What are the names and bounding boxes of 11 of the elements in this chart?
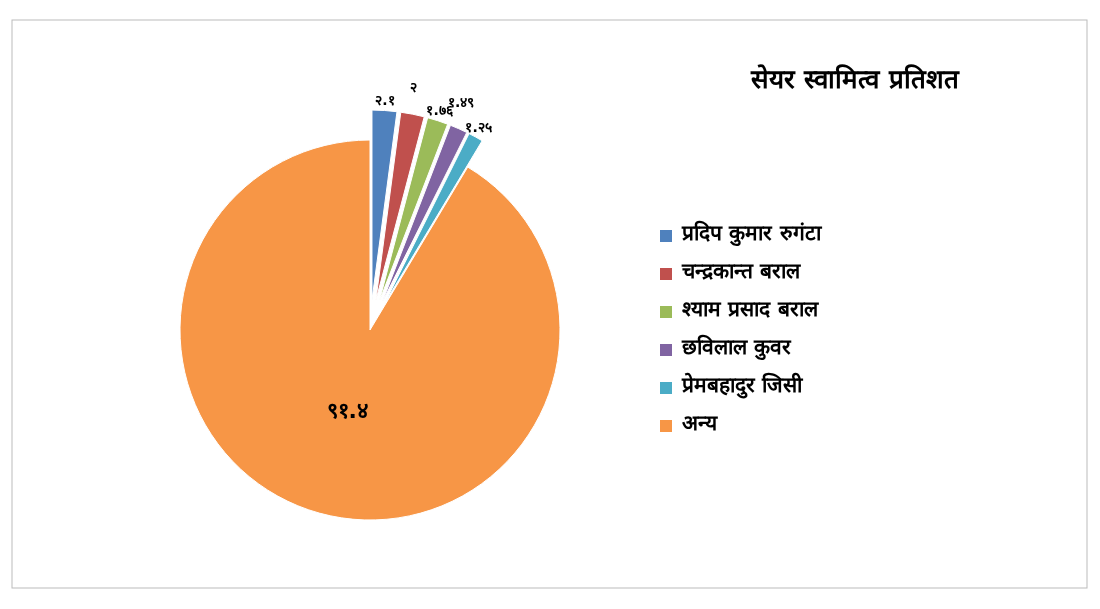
legend-label: छविलाल कुवर	[681, 334, 793, 361]
legend-label: प्रदिप कुमार रुगंटा	[681, 220, 823, 247]
data-label: १.२५	[465, 118, 492, 135]
chart-title: सेयर स्वामित्व प्रतिशत	[750, 64, 960, 94]
legend-label: चन्द्रकान्त बराल	[681, 259, 802, 283]
legend-label: प्रेमबहादुर जिसी	[681, 372, 805, 399]
legend-label: अन्य	[682, 411, 718, 435]
data-label: २.१	[375, 91, 395, 108]
legend-label: श्याम प्रसाद बराल	[682, 297, 819, 321]
data-label: ९१.४	[326, 398, 368, 424]
data-label: २	[410, 79, 418, 96]
